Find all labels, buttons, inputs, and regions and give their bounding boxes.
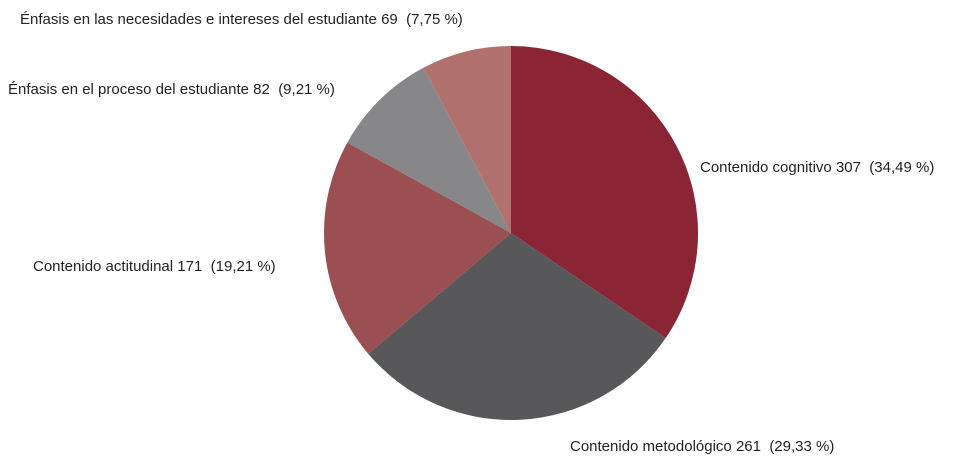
value-label: 69 (7,75 %) bbox=[381, 11, 463, 28]
value-label: 171 (19,21 %) bbox=[177, 258, 275, 275]
slice-label: Énfasis en las necesidades e intereses d… bbox=[20, 11, 463, 28]
category-label: Contenido cognitivo bbox=[700, 159, 832, 176]
pie-slice bbox=[347, 67, 511, 233]
pie-slice bbox=[511, 46, 698, 339]
slice-label: Énfasis en el proceso del estudiante 82 … bbox=[8, 81, 335, 98]
category-label: Contenido actitudinal bbox=[33, 258, 173, 275]
slice-label: Contenido cognitivo 307 (34,49 %) bbox=[700, 159, 934, 176]
value-label: 82 (9,21 %) bbox=[253, 81, 335, 98]
pie-slice bbox=[423, 46, 511, 233]
slice-label: Contenido metodológico 261 (29,33 %) bbox=[570, 438, 834, 455]
value-label: 307 (34,49 %) bbox=[836, 159, 934, 176]
pie-slice bbox=[323, 142, 511, 354]
category-label: Contenido metodológico bbox=[570, 438, 732, 455]
slice-label: Contenido actitudinal 171 (19,21 %) bbox=[33, 258, 276, 275]
value-label: 261 (29,33 %) bbox=[736, 438, 834, 455]
category-label: Énfasis en las necesidades e intereses d… bbox=[20, 11, 377, 28]
pie-slice bbox=[368, 233, 666, 421]
category-label: Énfasis en el proceso del estudiante bbox=[8, 81, 249, 98]
